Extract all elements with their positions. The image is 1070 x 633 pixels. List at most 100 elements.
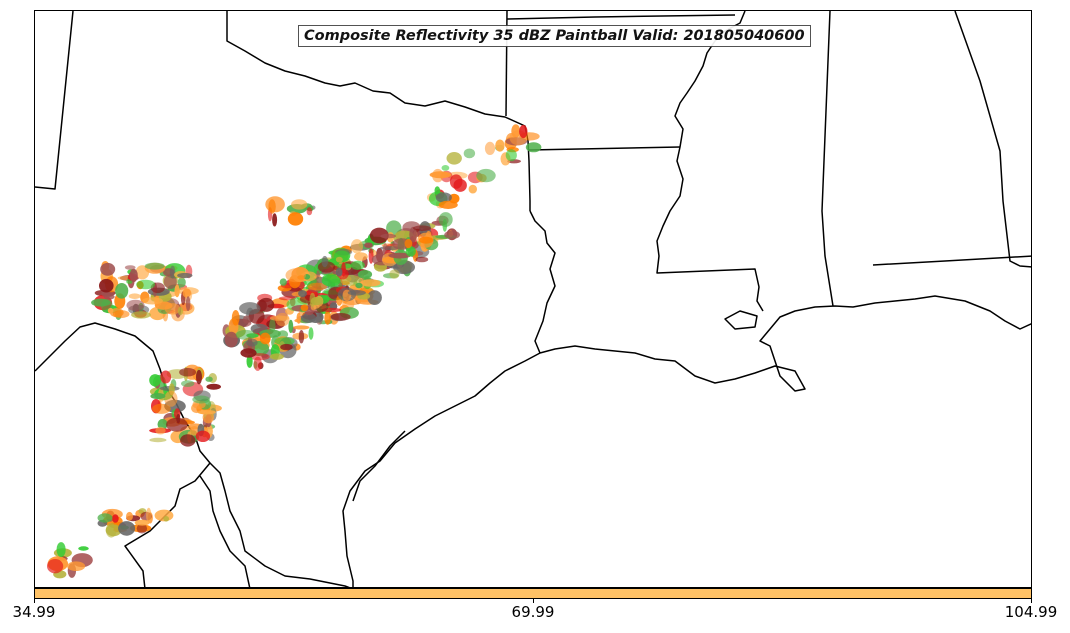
colorbar-tick-max bbox=[1031, 599, 1032, 603]
storm-blob bbox=[307, 282, 328, 291]
storm-blob bbox=[146, 507, 152, 523]
storm-blob bbox=[259, 332, 271, 345]
storm-blob bbox=[274, 337, 295, 346]
storm-blob bbox=[350, 239, 363, 254]
storm-blob bbox=[242, 315, 251, 324]
storm-blob bbox=[105, 524, 122, 537]
storm-blob bbox=[246, 338, 258, 347]
storm-blob bbox=[224, 331, 238, 348]
boundary-fl-panhandle bbox=[872, 255, 1031, 266]
storm-blob bbox=[135, 265, 150, 280]
storm-blob bbox=[335, 267, 343, 277]
storm-blob bbox=[495, 139, 505, 152]
storm-blob bbox=[285, 268, 306, 283]
storm-blob bbox=[231, 310, 240, 326]
storm-blob bbox=[126, 299, 145, 311]
storm-blob bbox=[129, 268, 138, 283]
storm-blob bbox=[360, 279, 381, 287]
storm-blob bbox=[124, 265, 136, 270]
storm-blob bbox=[164, 390, 178, 407]
state-boundaries bbox=[35, 11, 1031, 587]
storm-blob bbox=[182, 288, 192, 298]
storm-blob bbox=[126, 511, 133, 521]
storm-blob bbox=[246, 354, 253, 368]
storm-blob bbox=[192, 395, 210, 404]
storm-blob bbox=[293, 325, 310, 330]
storm-blob bbox=[405, 246, 416, 257]
storm-blob bbox=[335, 256, 343, 263]
storm-blob bbox=[115, 283, 129, 299]
storm-blob bbox=[177, 272, 193, 279]
storm-blob bbox=[388, 252, 411, 259]
boundary-tx-la bbox=[529, 210, 556, 354]
colorbar-tick-mid bbox=[533, 599, 534, 603]
storm-blob bbox=[47, 559, 64, 574]
storm-blob bbox=[269, 318, 276, 333]
storm-blob bbox=[432, 168, 444, 183]
boundary-rio-grande bbox=[35, 322, 350, 587]
storm-blob bbox=[369, 227, 389, 244]
storm-blob bbox=[453, 178, 467, 192]
storm-blob bbox=[174, 284, 180, 298]
storm-blob bbox=[97, 513, 113, 523]
storm-blob bbox=[484, 141, 496, 155]
storm-blob bbox=[100, 262, 116, 276]
storm-blob bbox=[324, 311, 331, 325]
storm-blob bbox=[144, 262, 165, 270]
colorbar bbox=[34, 588, 1032, 599]
map-title: Composite Reflectivity 35 dBZ Paintball … bbox=[298, 25, 811, 47]
storm-blob bbox=[239, 302, 261, 315]
storm-blob bbox=[301, 313, 317, 323]
storm-blob bbox=[291, 199, 308, 210]
storm-blob bbox=[280, 343, 293, 351]
boundary-mexico-state-2 bbox=[199, 475, 251, 587]
boundary-mississippi-river bbox=[656, 11, 764, 312]
map-canvas bbox=[35, 11, 1031, 587]
storm-blob bbox=[321, 255, 328, 268]
storm-blob bbox=[419, 236, 434, 244]
storm-blob bbox=[525, 142, 542, 153]
storm-blob bbox=[269, 315, 290, 321]
storm-blob bbox=[298, 290, 307, 298]
storm-blob bbox=[67, 561, 86, 571]
storm-blob bbox=[99, 278, 114, 293]
storm-blob bbox=[195, 430, 211, 442]
storm-blob bbox=[476, 168, 496, 183]
storm-blob bbox=[56, 542, 66, 558]
storm-blob bbox=[355, 282, 363, 289]
map-frame: Composite Reflectivity 35 dBZ Paintball … bbox=[34, 10, 1032, 588]
storm-blob bbox=[131, 311, 151, 319]
storm-blob bbox=[279, 278, 287, 286]
storm-blob bbox=[446, 152, 462, 165]
storm-blob bbox=[181, 380, 195, 387]
storm-blob bbox=[177, 306, 183, 316]
storm-blob bbox=[163, 274, 177, 290]
storm-blob bbox=[505, 149, 517, 162]
storm-blob bbox=[152, 403, 171, 414]
storm-blob bbox=[150, 393, 166, 400]
storm-blob bbox=[78, 546, 89, 551]
storm-blob bbox=[160, 370, 172, 384]
colorbar-label-max: 104.99 bbox=[1004, 603, 1058, 621]
storm-blob bbox=[155, 426, 166, 435]
storm-blob bbox=[118, 521, 136, 536]
boundary-nm-north bbox=[35, 11, 74, 190]
storm-blob bbox=[519, 124, 528, 139]
boundary-ms-al bbox=[821, 11, 834, 307]
storm-blob bbox=[463, 148, 476, 159]
storm-blob bbox=[350, 260, 365, 270]
storm-blob bbox=[185, 296, 191, 311]
storm-blob bbox=[149, 437, 167, 443]
storm-blob bbox=[357, 270, 373, 279]
storm-blob bbox=[308, 327, 314, 340]
storm-blob bbox=[413, 225, 431, 231]
storm-blob bbox=[206, 383, 221, 390]
storm-blob bbox=[341, 262, 346, 277]
storm-blob bbox=[235, 329, 256, 340]
storm-blob bbox=[306, 207, 313, 216]
boundary-ks-mo bbox=[506, 14, 736, 20]
storm-blob bbox=[330, 313, 351, 321]
storm-blob bbox=[189, 426, 199, 436]
storm-blob bbox=[404, 238, 413, 249]
storm-blob bbox=[112, 514, 119, 523]
